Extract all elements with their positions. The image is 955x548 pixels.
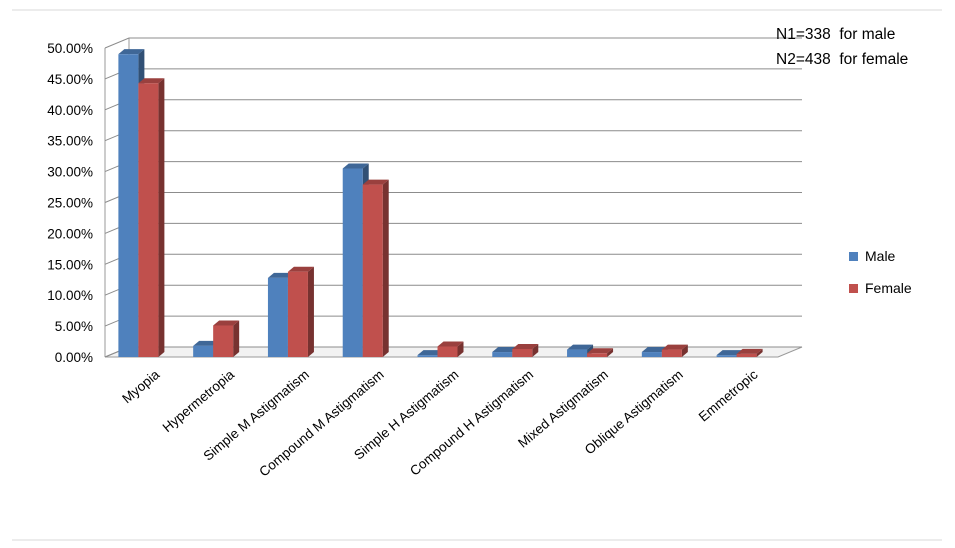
bar-side — [382, 179, 389, 357]
x-tick-label: Compound H Astigmatism — [407, 367, 536, 479]
bar-female — [437, 341, 464, 357]
y-tick-label: 40.00% — [47, 103, 93, 118]
bar-side — [532, 343, 539, 357]
bar-top — [567, 344, 594, 350]
bar-top — [287, 266, 314, 272]
y-tick-label: 10.00% — [47, 288, 93, 303]
bar-front — [267, 277, 288, 357]
bar-front — [118, 54, 139, 358]
legend-swatch-male — [849, 252, 858, 261]
bar-front — [736, 353, 757, 357]
sample-size-note: N1=338 for male — [776, 26, 895, 43]
y-tick-label: 35.00% — [47, 134, 93, 149]
bar-front — [437, 346, 458, 357]
bar-front — [342, 168, 363, 357]
bar-side — [607, 348, 614, 357]
bar-top — [661, 344, 688, 350]
legend-label-female: Female — [865, 280, 912, 296]
gridline — [104, 99, 802, 111]
bar-top — [641, 347, 668, 353]
bar-top — [118, 49, 145, 55]
bar-front — [587, 353, 608, 357]
bar-top — [587, 348, 614, 354]
bar-front — [138, 83, 159, 357]
bar-side — [158, 78, 165, 357]
bar-side — [457, 341, 464, 357]
bar-front — [287, 271, 308, 357]
sample-size-note: N2=438 for female — [776, 51, 908, 68]
bar-female — [362, 179, 389, 357]
bar-female — [736, 348, 763, 357]
bar-top — [342, 163, 369, 169]
bar-top — [417, 350, 444, 356]
bar-front — [567, 349, 588, 357]
legend: Male Female — [849, 248, 912, 296]
bar-top — [437, 341, 464, 347]
y-tick-label: 15.00% — [47, 257, 93, 272]
y-tick-label: 45.00% — [47, 72, 93, 87]
bar-top — [193, 340, 220, 346]
x-tick-label: Hypermetropia — [160, 366, 238, 435]
legend-swatch-female — [849, 284, 858, 293]
bar-front — [417, 355, 438, 357]
y-tick-label: 30.00% — [47, 165, 93, 180]
gridline — [104, 253, 802, 265]
gridline — [104, 192, 802, 203]
plot-walls — [104, 38, 803, 358]
bar-front — [512, 348, 533, 357]
gridline — [104, 222, 802, 234]
bar-front — [213, 325, 234, 357]
bar-side — [233, 320, 240, 357]
bar-top — [213, 320, 240, 326]
gridlines — [104, 37, 802, 358]
bar-female — [512, 343, 539, 357]
x-tick-label: Myopia — [119, 366, 162, 406]
bar-front — [492, 352, 513, 357]
bar-top — [138, 78, 165, 84]
bar-top — [362, 179, 389, 185]
bar-female — [138, 78, 165, 357]
bar-side — [681, 344, 688, 357]
y-axis: 0.00% 5.00% 10.00% 15.00% 20.00% 25.00% 30.00%… — [47, 41, 93, 365]
bar-front — [362, 184, 383, 357]
bar-top — [492, 347, 519, 353]
legend-label-male: Male — [865, 248, 896, 264]
gridline — [104, 315, 802, 327]
bar-female — [587, 348, 614, 357]
bar-front — [661, 349, 682, 357]
x-tick-label: Emmetropic — [696, 367, 761, 425]
bar-female — [661, 344, 688, 357]
bar-side — [307, 266, 314, 357]
gridline — [104, 284, 802, 296]
bar-top — [736, 348, 763, 354]
bar-front — [641, 352, 662, 357]
bar-front — [193, 345, 214, 357]
bar-top — [512, 343, 539, 349]
y-tick-label: 20.00% — [47, 226, 93, 241]
bars — [118, 49, 763, 358]
bar-female — [287, 266, 314, 357]
bar-female — [213, 320, 240, 357]
x-tick-label: Compound M Astigmatism — [256, 367, 386, 480]
y-tick-label: 5.00% — [55, 319, 93, 334]
gridline — [104, 68, 802, 80]
y-tick-label: 50.00% — [47, 41, 93, 56]
y-tick-label: 25.00% — [47, 196, 93, 211]
gridline — [104, 161, 802, 173]
annotations: N1=338 for male N2=438 for female — [776, 26, 908, 68]
bar-side — [756, 348, 763, 357]
bar-top — [716, 350, 743, 356]
gridline — [104, 37, 802, 49]
gridline — [104, 130, 802, 142]
bar-front — [716, 355, 737, 357]
bar-top — [267, 272, 294, 278]
y-tick-label: 0.00% — [55, 350, 93, 365]
